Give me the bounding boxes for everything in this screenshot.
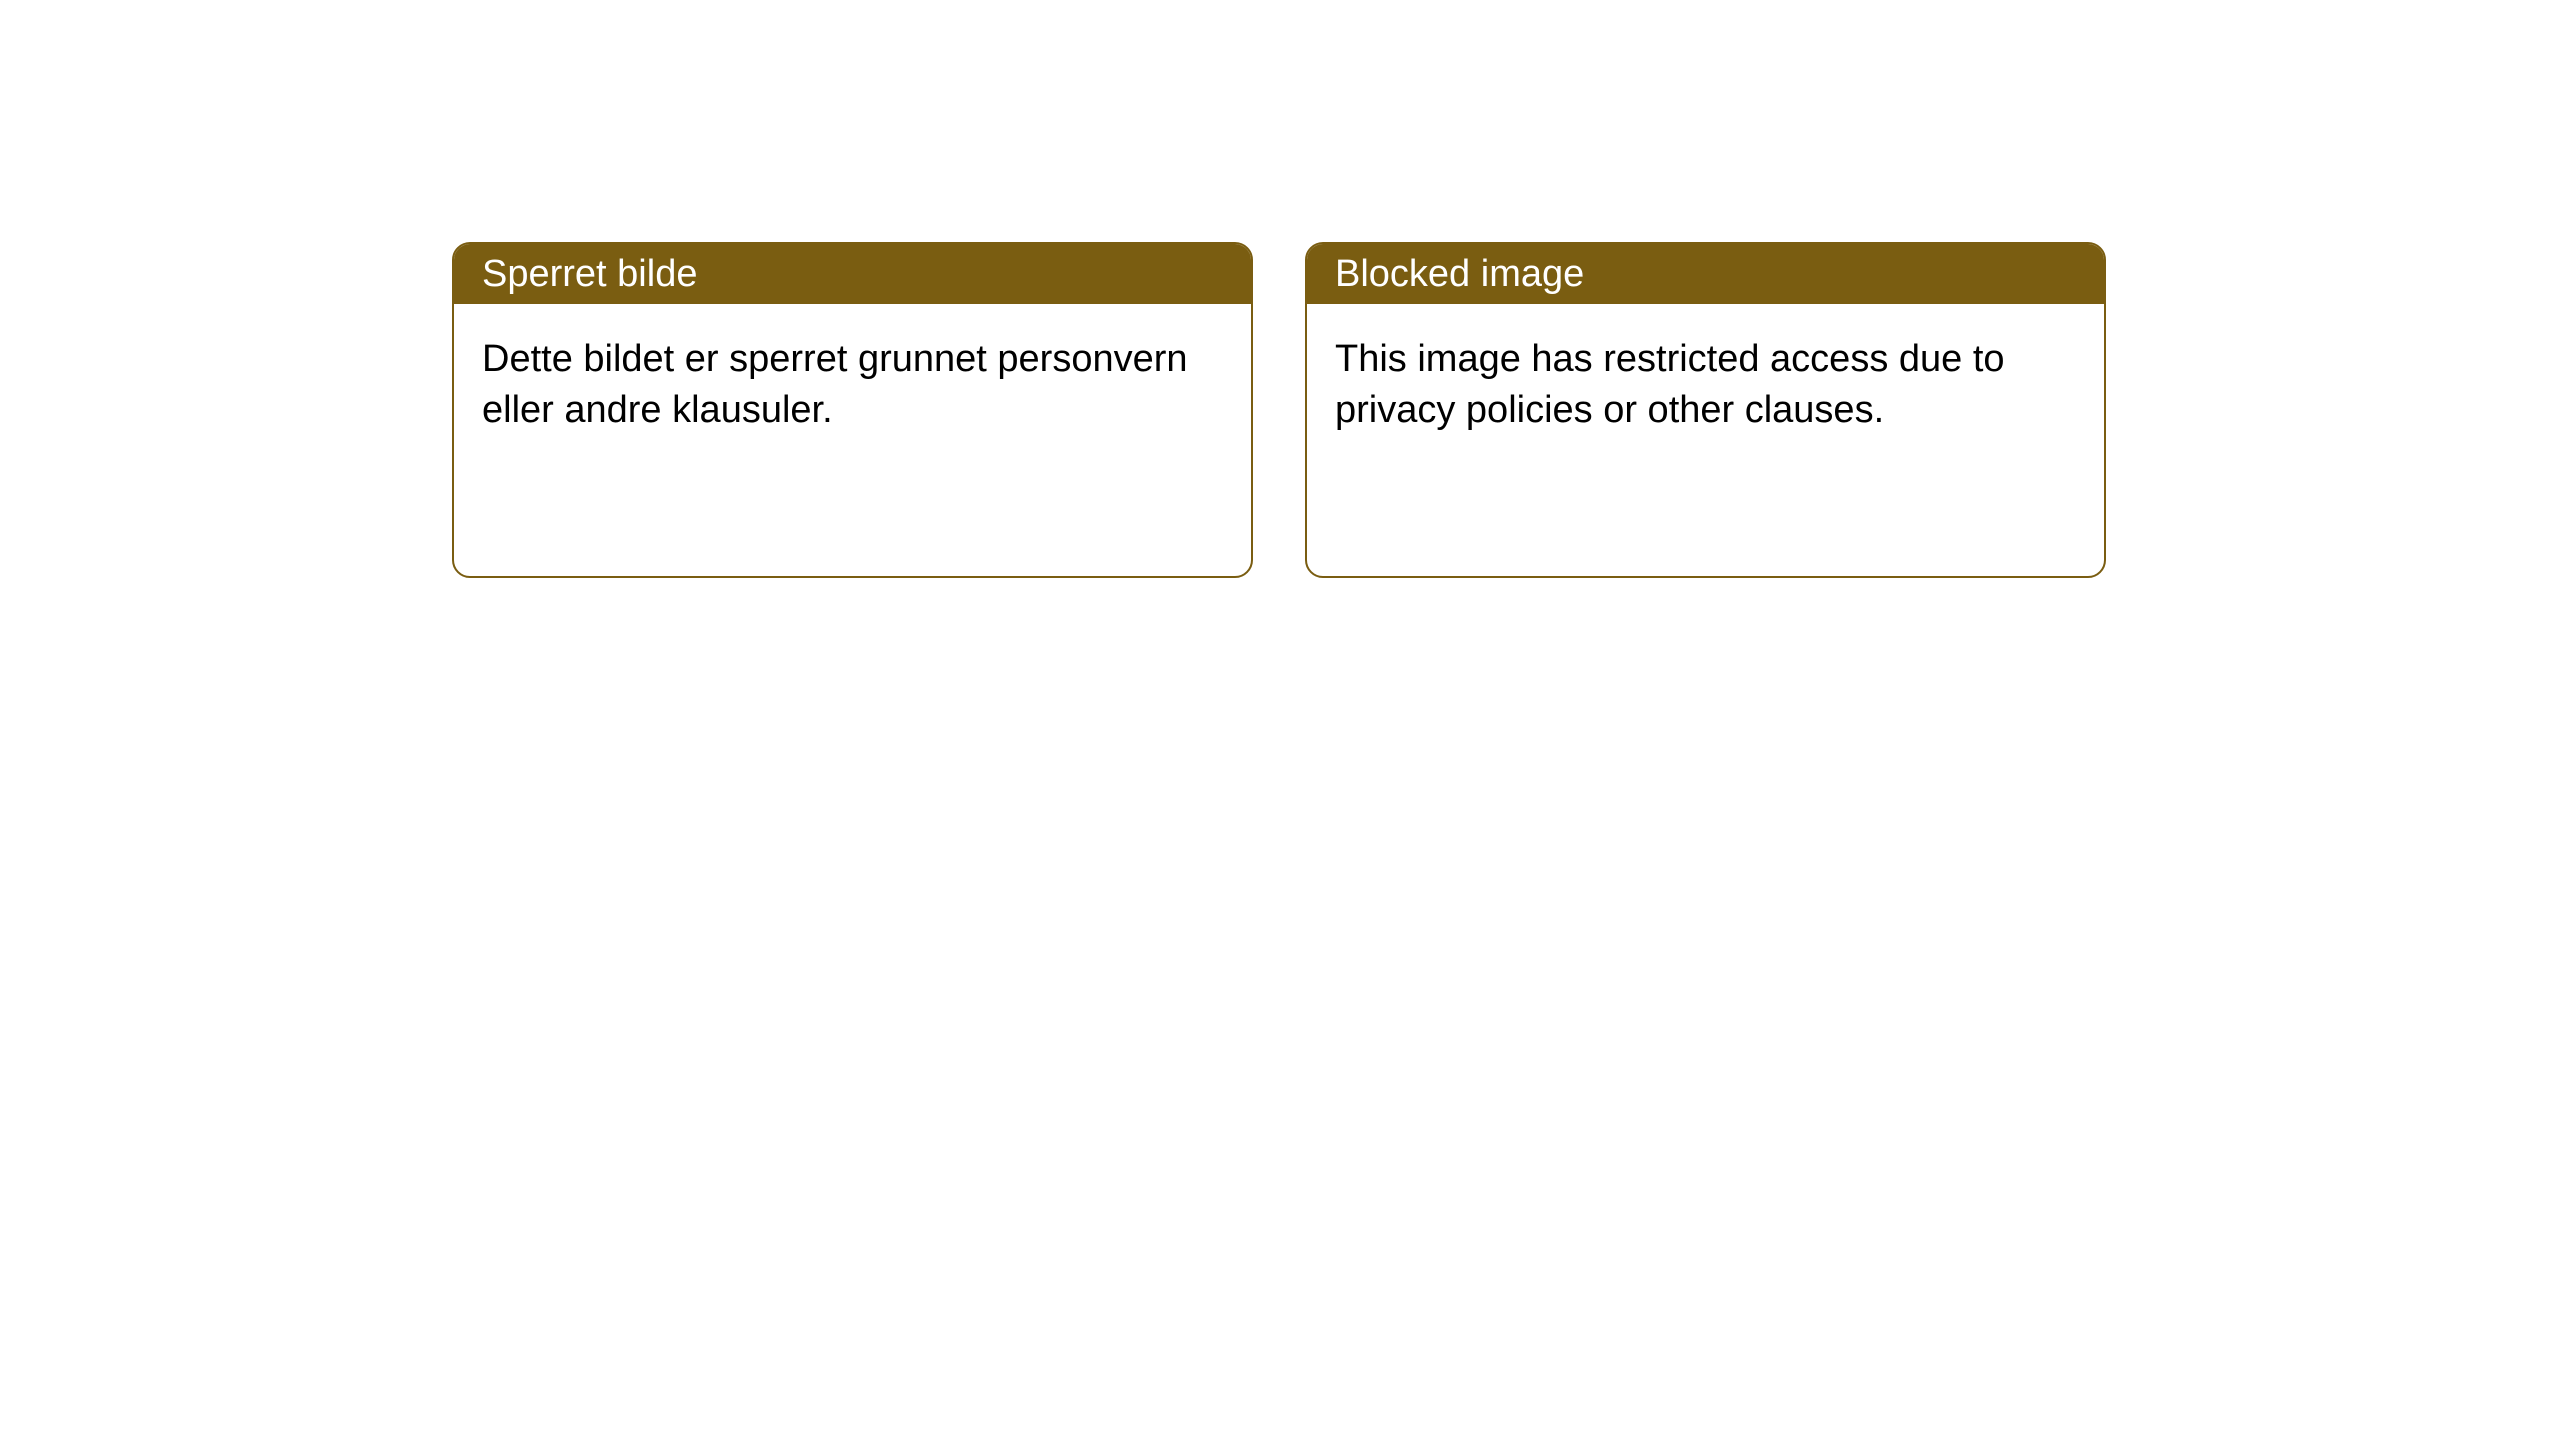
card-body: Dette bildet er sperret grunnet personve… [454,304,1251,467]
card-body: This image has restricted access due to … [1307,304,2104,467]
notice-card-english: Blocked image This image has restricted … [1305,242,2106,578]
notice-card-container: Sperret bilde Dette bildet er sperret gr… [452,242,2106,578]
notice-card-norwegian: Sperret bilde Dette bildet er sperret gr… [452,242,1253,578]
card-title: Sperret bilde [482,253,697,296]
card-title: Blocked image [1335,253,1584,296]
card-body-text: Dette bildet er sperret grunnet personve… [482,338,1188,431]
card-header: Sperret bilde [454,244,1251,304]
card-header: Blocked image [1307,244,2104,304]
card-body-text: This image has restricted access due to … [1335,338,2005,431]
